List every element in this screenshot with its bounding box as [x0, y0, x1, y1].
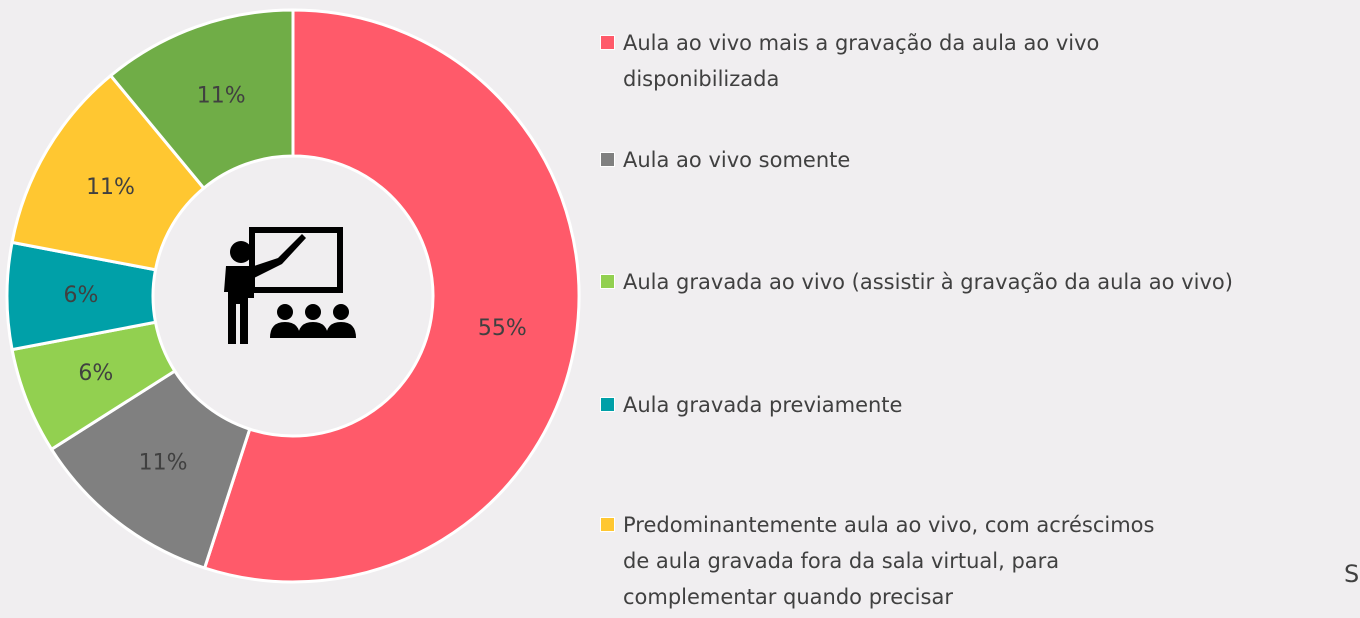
slices	[5, 8, 581, 584]
slice	[108, 8, 295, 191]
legend-item: Predominantemente aula ao vivo, com acré…	[600, 507, 1179, 615]
legend-swatch	[600, 35, 615, 50]
teacher-icon	[224, 227, 356, 344]
legend-label: Predominantemente aula ao vivo, com acré…	[623, 513, 1155, 609]
data-label: 11%	[139, 451, 188, 476]
data-label: 11%	[197, 84, 246, 109]
data-label: 55%	[478, 316, 527, 341]
legend-label: Aula gravada ao vivo (assistir à gravaçã…	[623, 270, 1233, 294]
legend-label: Aula ao vivo mais a gravação da aula ao …	[623, 31, 1100, 91]
legend-label: Aula ao vivo somente	[623, 148, 851, 172]
legend-item: Aula ao vivo mais a gravação da aula ao …	[600, 25, 1203, 97]
slice	[10, 73, 206, 272]
data-label: 6%	[64, 283, 99, 308]
legend-swatch	[600, 397, 615, 412]
annotation: S	[1344, 560, 1360, 588]
legend-swatch	[600, 152, 615, 167]
legend-item: Aula gravada previamente	[600, 387, 1183, 423]
data-label: 11%	[86, 175, 135, 200]
legend-swatch	[600, 274, 615, 289]
legend-item: Aula ao vivo somente	[600, 142, 1183, 178]
legend-label: Aula gravada previamente	[623, 393, 903, 417]
data-label: 6%	[78, 361, 113, 386]
slice	[49, 368, 252, 570]
slice	[202, 8, 581, 584]
legend-item: Aula gravada ao vivo (assistir à gravaçã…	[600, 264, 1233, 300]
legend-swatch	[600, 517, 615, 532]
